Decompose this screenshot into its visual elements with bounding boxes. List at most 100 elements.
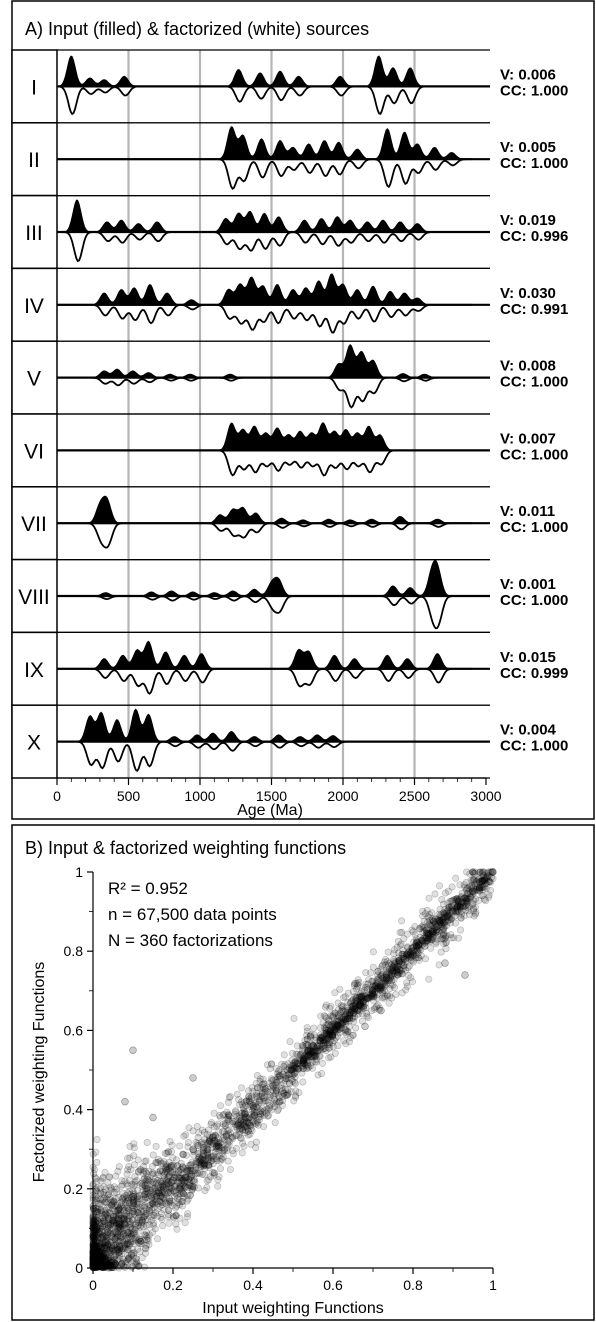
scatter-point <box>157 1178 165 1186</box>
scatter-point <box>126 1224 134 1232</box>
scatter-point <box>96 1254 104 1262</box>
scatter-point <box>278 1084 286 1092</box>
scatter-point <box>134 1200 142 1208</box>
scatter-point <box>245 1121 253 1129</box>
scatter-point <box>395 954 403 962</box>
input-source-X <box>57 708 472 742</box>
scatter-point <box>181 1178 189 1186</box>
scatter-point <box>224 1127 232 1135</box>
scatter-point <box>447 919 455 927</box>
scatter-point <box>242 1097 250 1105</box>
scatter-point <box>97 1219 105 1227</box>
row-label: IX <box>24 659 44 682</box>
scatter-point <box>447 931 455 939</box>
scatter-point <box>165 1211 173 1219</box>
scatter-point <box>310 1024 318 1032</box>
scatter-point <box>104 1237 112 1245</box>
scatter-point <box>352 979 360 987</box>
scatter-point <box>175 1177 183 1185</box>
input-source-IV <box>57 273 472 306</box>
scatter-point <box>137 1219 145 1227</box>
row-label: VI <box>24 440 44 463</box>
scatter-point <box>378 987 386 995</box>
scatter-point <box>94 1217 102 1225</box>
v-value: V: 0.011 <box>500 503 555 520</box>
x-tick-label: 0.6 <box>323 1277 343 1293</box>
input-source-VI <box>57 422 472 451</box>
scatter-point <box>181 1219 189 1227</box>
panel-b-stat-N: N = 360 factorizations <box>108 931 273 950</box>
scatter-point <box>199 1147 207 1155</box>
cc-value: CC: 1.000 <box>500 738 568 755</box>
scatter-point <box>256 1108 264 1116</box>
scatter-point <box>122 1245 130 1253</box>
scatter-point <box>252 1098 260 1106</box>
scatter-point <box>481 879 489 887</box>
scatter-point <box>480 876 488 884</box>
scatter-point <box>220 1128 228 1136</box>
scatter-point <box>475 884 483 892</box>
scatter-point <box>151 1184 159 1192</box>
scatter-point <box>154 1200 162 1208</box>
scatter-point <box>326 1004 334 1012</box>
scatter-point <box>201 1187 209 1195</box>
scatter-point <box>94 1252 102 1260</box>
scatter-point <box>165 1172 173 1180</box>
scatter-point <box>286 1080 294 1088</box>
row-label-box <box>11 631 58 706</box>
scatter-point <box>141 1191 149 1199</box>
v-value: V: 0.008 <box>500 358 556 375</box>
scatter-point <box>273 1070 281 1078</box>
scatter-point <box>93 1263 101 1271</box>
scatter-point <box>219 1153 227 1161</box>
scatter-point <box>101 1168 109 1176</box>
scatter-point <box>151 1187 159 1195</box>
scatter-point <box>359 1004 367 1012</box>
cc-value: CC: 1.000 <box>500 446 568 463</box>
scatter-point <box>179 1198 187 1206</box>
factorized-source-II <box>57 158 472 190</box>
scatter-point <box>239 1119 247 1127</box>
scatter-point <box>260 1123 268 1131</box>
scatter-point <box>207 1153 215 1161</box>
scatter-point <box>106 1222 114 1230</box>
scatter-point <box>337 1021 345 1029</box>
scatter-point <box>240 1110 248 1118</box>
scatter-point <box>108 1185 116 1193</box>
scatter-point <box>376 1004 384 1012</box>
scatter-point <box>115 1248 123 1256</box>
scatter-point <box>280 1090 288 1098</box>
row-label: IV <box>24 295 44 318</box>
scatter-point <box>400 961 408 969</box>
scatter-point <box>120 1221 128 1229</box>
scatter-point <box>329 1033 337 1041</box>
scatter-point <box>130 1189 138 1197</box>
scatter-point <box>220 1133 228 1141</box>
scatter-point <box>225 1115 233 1123</box>
scatter-point <box>480 883 488 891</box>
scatter-point <box>345 1023 353 1031</box>
scatter-point <box>273 1107 281 1115</box>
scatter-point <box>299 1057 307 1065</box>
scatter-point <box>141 1182 149 1190</box>
row-label: VII <box>21 513 47 536</box>
scatter-point <box>246 1101 254 1109</box>
scatter-point <box>426 917 434 925</box>
scatter-point <box>205 1161 213 1169</box>
scatter-point <box>126 1220 134 1228</box>
cc-value: CC: 1.000 <box>500 519 568 536</box>
scatter-point <box>180 1132 188 1140</box>
scatter-point <box>350 981 358 989</box>
scatter-point <box>238 1084 246 1092</box>
scatter-point <box>137 1237 145 1245</box>
scatter-point <box>156 1183 164 1191</box>
scatter-point <box>117 1199 125 1207</box>
scatter-point <box>244 1124 252 1132</box>
scatter-point <box>349 988 357 996</box>
scatter-point <box>241 1129 249 1137</box>
scatter-point <box>104 1241 112 1249</box>
scatter-point <box>271 1080 279 1088</box>
scatter-point <box>136 1166 144 1174</box>
scatter-point <box>326 1033 334 1041</box>
